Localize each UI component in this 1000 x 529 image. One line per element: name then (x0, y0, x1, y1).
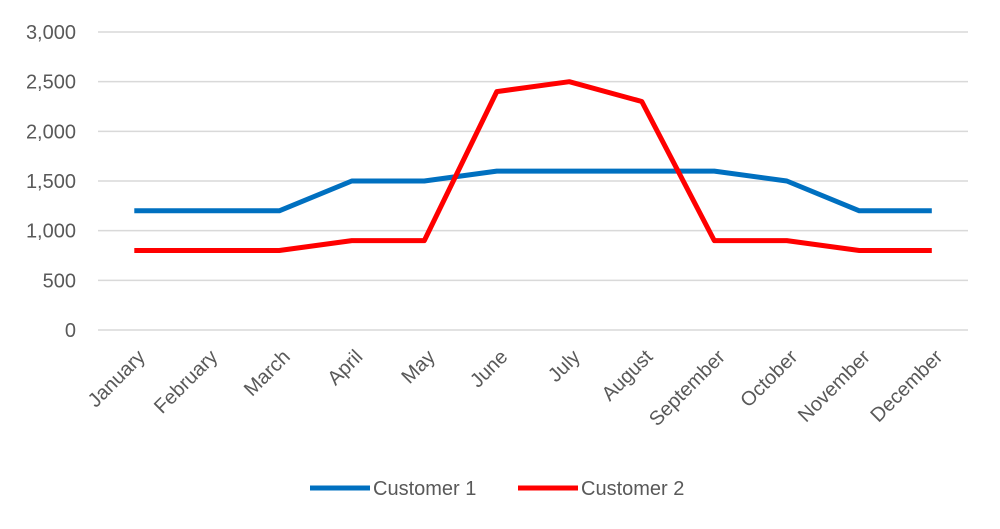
x-tick-label: November (794, 346, 875, 427)
legend: Customer 1 Customer 2 (310, 478, 684, 500)
x-tick-label: April (323, 346, 367, 390)
x-tick-label: January (84, 346, 150, 412)
x-tick-label: October (736, 346, 802, 412)
x-tick-label: December (866, 346, 947, 427)
x-axis-tick-labels: January February March April May June July Augu… (84, 346, 948, 431)
y-tick-label: 2,000 (26, 121, 76, 143)
x-tick-label: February (150, 346, 222, 418)
x-tick-label: March (240, 346, 295, 401)
x-tick-label: August (598, 346, 658, 406)
series-lines (134, 79, 932, 253)
x-tick-label: July (544, 346, 585, 387)
gridlines (98, 31, 968, 331)
series-line-customer-2 (134, 79, 932, 253)
y-tick-label: 2,500 (26, 72, 76, 94)
x-tick-label: September (645, 346, 730, 431)
x-tick-label: June (466, 346, 512, 392)
legend-label-customer-2: Customer 2 (581, 478, 684, 500)
series-line-customer-1 (134, 168, 932, 214)
y-tick-label: 3,000 (26, 22, 76, 44)
y-axis-tick-labels: 0 500 1,000 1,500 2,000 2,500 3,000 (26, 22, 76, 342)
y-tick-label: 0 (65, 320, 76, 342)
x-tick-label: May (398, 346, 440, 388)
y-tick-label: 1,000 (26, 221, 76, 243)
y-tick-label: 500 (43, 270, 76, 292)
legend-label-customer-1: Customer 1 (373, 478, 476, 500)
y-tick-label: 1,500 (26, 171, 76, 193)
